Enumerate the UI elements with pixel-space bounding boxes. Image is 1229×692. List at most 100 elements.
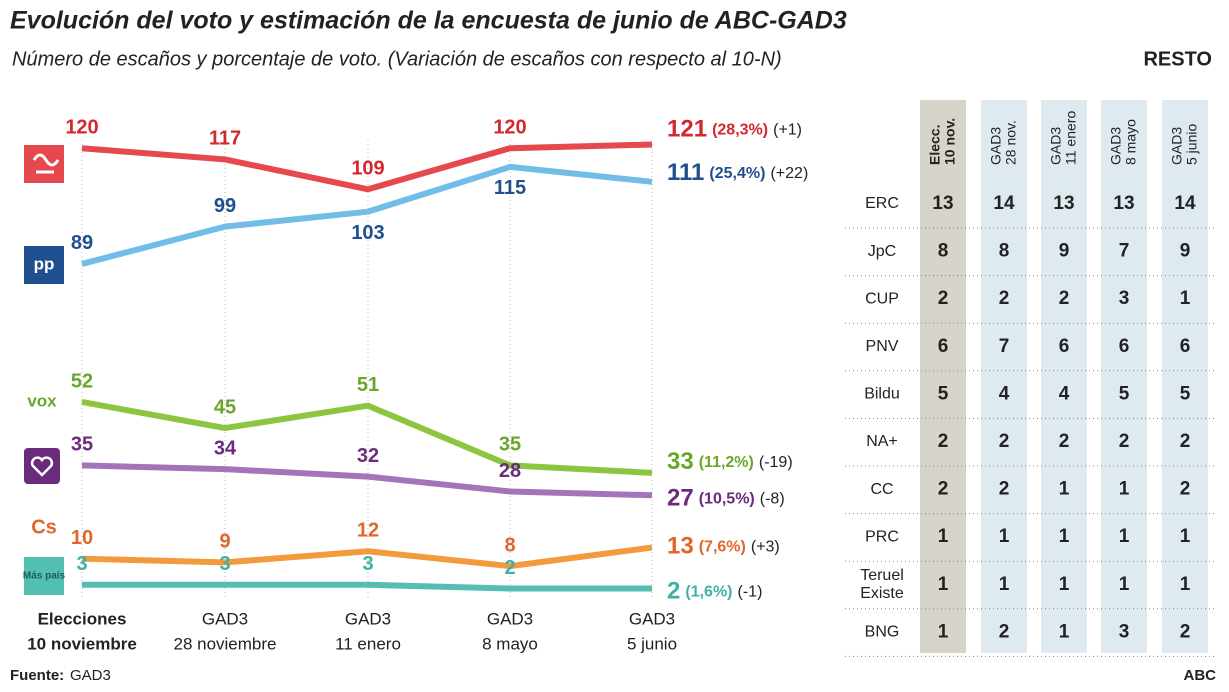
cell: 1 <box>1059 621 1070 642</box>
data-label: 9 <box>219 531 230 553</box>
end-label-part: (7,6%) <box>699 539 746 556</box>
series-line <box>82 581 652 592</box>
column-header: 8 mayo <box>1123 119 1139 165</box>
x-tick-label: GAD3 <box>345 609 391 628</box>
data-label: 35 <box>499 434 521 456</box>
party-logo-text: vox <box>27 391 57 410</box>
row-label: Existe <box>860 585 904 602</box>
data-label: 120 <box>65 117 98 139</box>
data-label: 120 <box>493 117 526 139</box>
cell: 1 <box>1059 574 1070 595</box>
column-header: 10 nov. <box>942 118 958 165</box>
line-chart: Elecciones 10 noviembre GAD3 28 noviembre GA… <box>23 116 808 654</box>
data-label: 12 <box>357 520 379 542</box>
end-label-part: (-19) <box>759 454 793 471</box>
series-line <box>81 163 653 267</box>
cell: 8 <box>938 241 949 262</box>
cell: 2 <box>999 288 1010 309</box>
data-label: 3 <box>219 553 230 575</box>
data-label: 99 <box>214 195 236 217</box>
end-label-part: 2 <box>667 578 680 605</box>
party-logo-text: pp <box>34 254 55 273</box>
cell: 5 <box>1180 383 1191 404</box>
cell: 14 <box>993 193 1015 214</box>
end-label: 27 (10,5%) (-8) <box>667 485 785 512</box>
data-label: 51 <box>357 374 379 396</box>
row-label: NA+ <box>866 433 898 450</box>
cell: 2 <box>999 479 1010 500</box>
cell: 6 <box>938 336 949 357</box>
cell: 2 <box>938 431 949 452</box>
row-label: CC <box>870 481 893 498</box>
cell: 1 <box>938 574 949 595</box>
data-label: 117 <box>209 128 241 150</box>
cell: 7 <box>1119 241 1130 262</box>
row-label: Bildu <box>864 386 900 403</box>
cell: 5 <box>1119 383 1130 404</box>
column-header: GAD3 <box>988 127 1004 165</box>
data-label: 3 <box>362 553 373 575</box>
cell: 13 <box>1053 193 1074 214</box>
series-line <box>81 399 653 476</box>
row-label: ERC <box>865 195 899 212</box>
cell: 8 <box>999 241 1010 262</box>
row-label: BNG <box>865 624 900 641</box>
mp-logo <box>24 557 64 595</box>
cell: 1 <box>1119 526 1130 547</box>
data-label: 115 <box>494 177 526 199</box>
cell: 3 <box>1119 288 1130 309</box>
cell: 2 <box>999 621 1010 642</box>
source: GAD3 <box>70 667 111 684</box>
x-tick-label: 28 noviembre <box>173 634 276 653</box>
cell: 6 <box>1059 336 1070 357</box>
end-label-part: 111 <box>667 159 704 186</box>
cell: 1 <box>1180 288 1191 309</box>
end-label-part: (11,2%) <box>699 454 754 471</box>
row-label: PNV <box>866 338 899 355</box>
cell: 14 <box>1174 193 1196 214</box>
psoe-logo <box>24 145 64 183</box>
cell: 1 <box>1180 526 1191 547</box>
cell: 6 <box>1119 336 1130 357</box>
data-label: 3 <box>76 553 87 575</box>
brand: ABC <box>1184 667 1217 684</box>
cell: 1 <box>1119 479 1130 500</box>
end-label: 121 (28,3%) (+1) <box>667 116 802 143</box>
column-header: GAD3 <box>1169 127 1185 165</box>
subtitle: Número de escaños y porcentaje de voto. … <box>12 48 782 70</box>
x-tick-label: 10 noviembre <box>27 634 137 653</box>
data-label: 10 <box>71 527 93 549</box>
series-line <box>81 141 653 193</box>
end-label-part: 27 <box>667 485 694 512</box>
end-label-part: (10,5%) <box>699 490 755 507</box>
cell: 2 <box>938 479 949 500</box>
column-header: 11 enero <box>1063 111 1079 165</box>
data-label: 34 <box>214 437 237 459</box>
end-label-part: (-1) <box>738 584 763 601</box>
column-band <box>981 100 1027 653</box>
cell: 1 <box>1119 574 1130 595</box>
cell: 9 <box>1059 241 1070 262</box>
column-band <box>920 100 966 653</box>
end-label: 13 (7,6%) (+3) <box>667 533 780 560</box>
x-tick-label: Elecciones <box>38 609 127 628</box>
cell: 2 <box>938 288 949 309</box>
cell: 2 <box>1180 431 1191 452</box>
party-logo-text: Más país <box>23 571 66 582</box>
series-line <box>81 462 653 499</box>
data-label: 45 <box>214 396 236 418</box>
end-label: 111 (25,4%) (+22) <box>667 159 808 186</box>
cell: 9 <box>1180 241 1191 262</box>
x-tick-label: 11 enero <box>335 634 401 653</box>
column-header: 28 nov. <box>1003 120 1019 165</box>
cell: 4 <box>1059 383 1070 404</box>
table-title: RESTO <box>1143 48 1212 70</box>
end-label: 33 (11,2%) (-19) <box>667 448 793 475</box>
table: Elecc. 10 nov. GAD3 28 nov. GAD3 11 enero GAD3… <box>845 100 1215 657</box>
column-header: GAD3 <box>1108 127 1124 165</box>
cell: 13 <box>932 193 953 214</box>
column-band <box>1162 100 1208 653</box>
psoe-logo-mark <box>32 153 60 174</box>
up-logo <box>24 448 60 484</box>
end-label-part: (1,6%) <box>685 584 732 601</box>
